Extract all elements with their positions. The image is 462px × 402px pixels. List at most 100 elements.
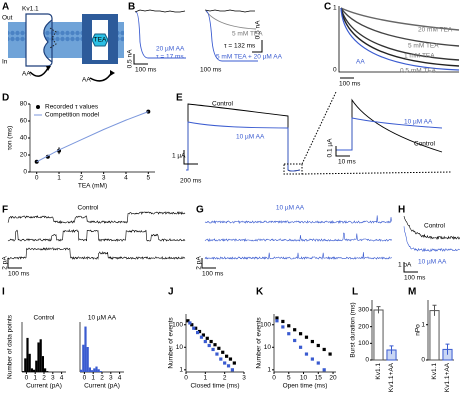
panel-label: A <box>2 2 9 13</box>
y-tick-label: 20 <box>20 152 28 159</box>
x-tick-label: 3 <box>51 375 55 382</box>
trace-label: 0.5 mM TEA <box>400 68 437 75</box>
histogram-bar <box>39 339 42 372</box>
data-point <box>226 364 231 368</box>
scale-bar <box>335 146 350 157</box>
single-channel-panels: F Control 2 pA 100 ms G 10 µM AA 2 pA 10… <box>2 205 447 282</box>
data-point <box>225 354 229 358</box>
data-point <box>207 343 211 348</box>
x-tick-label: 1 <box>33 375 37 382</box>
histogram-bar <box>86 347 89 372</box>
data-point <box>230 368 234 372</box>
panel-label: F <box>2 205 8 216</box>
x-tick-label: 1 <box>91 375 95 382</box>
data-point <box>221 350 225 354</box>
bar <box>373 309 384 361</box>
histogram-bar <box>35 360 38 372</box>
y-axis-label: τon (ms) <box>7 126 14 151</box>
y-tick-label: 300 <box>358 307 369 314</box>
scale-bar <box>403 262 418 273</box>
y-tick-label: 10 <box>264 344 272 351</box>
trace-label: 5 mM TEA <box>408 43 439 50</box>
trace-label: 10 µM AA <box>404 119 433 126</box>
histogram-bar <box>22 371 25 372</box>
data-point <box>281 325 285 329</box>
x-axis-label: Current (pA) <box>84 383 120 390</box>
legend-entry: Recorded τ values <box>45 104 99 111</box>
data-point <box>188 321 192 325</box>
data-point <box>223 361 227 365</box>
side-label: Out <box>2 15 13 22</box>
model-line <box>36 111 149 163</box>
panel-c: C 1 0 20 mM TEA 5 mM TEA 1 mM TEA 0.5 mM… <box>324 2 460 88</box>
data-point <box>209 339 213 344</box>
data-point <box>287 332 291 336</box>
y-tick-label: 100 <box>358 340 369 347</box>
trace-label: Control <box>414 141 436 148</box>
arrowhead <box>46 66 51 71</box>
y-tick-label: 60 <box>20 118 28 125</box>
y-tick-label: 1 <box>421 321 425 328</box>
y-tick-label: 100 <box>260 321 271 328</box>
data-point <box>228 357 233 361</box>
data-point <box>328 352 332 356</box>
data-point <box>203 339 207 344</box>
scale-label: 100 ms <box>202 271 224 278</box>
data-point <box>186 319 190 323</box>
histogram-bar <box>41 356 44 372</box>
panel-a: A Kv1.1 Out In TEA AA AA <box>2 2 124 84</box>
x-tick-label: 3 <box>102 175 106 182</box>
x-tick-label: 20 <box>329 375 337 382</box>
data-point <box>281 319 285 324</box>
trace-label: 5 mM TEA <box>232 31 263 38</box>
histogram-bar <box>97 369 100 372</box>
category-label: Kv1.1 <box>431 363 438 380</box>
bar <box>429 310 440 361</box>
histogram-bar <box>24 358 27 372</box>
panel-label: G <box>196 205 204 216</box>
trace-label: 5 mM TEA + 20 µM AA <box>216 54 283 61</box>
panel-label: E <box>176 93 183 104</box>
single-channel-trace <box>204 215 392 225</box>
y-tick-label: 10 <box>176 344 184 351</box>
data-point <box>275 316 279 320</box>
y-tick-label: 100 <box>172 321 183 328</box>
y-tick-label: 1 <box>179 367 183 374</box>
panel-label: J <box>168 287 174 298</box>
current-trace <box>205 10 258 62</box>
trace-label: 1 mM TEA <box>404 53 435 60</box>
data-point <box>217 346 221 350</box>
scale-bar <box>201 258 216 269</box>
scale-label: 100 ms <box>339 81 361 88</box>
panel-label: L <box>352 287 358 298</box>
category-label: Kv1.1 <box>375 363 382 380</box>
scale-label: 100 ms <box>404 275 426 282</box>
data-point <box>310 339 314 344</box>
histogram-bar <box>44 368 47 372</box>
data-point <box>215 352 219 356</box>
x-tick-label: 2 <box>223 375 227 382</box>
data-point <box>192 326 196 330</box>
data-point <box>316 361 320 365</box>
histogram-bar <box>28 353 31 372</box>
trace-label: 20 µM AA <box>156 46 185 53</box>
data-point <box>213 343 217 347</box>
data-point <box>298 345 303 349</box>
ensemble-trace <box>403 226 460 252</box>
x-tick-label: 1 <box>57 175 61 182</box>
normalized-trace <box>340 7 460 31</box>
single-channel-trace <box>7 210 186 225</box>
normalized-trace <box>340 7 460 47</box>
data-point <box>219 357 223 361</box>
arrow <box>29 67 113 82</box>
x-tick-label: 4 <box>124 175 128 182</box>
y-tick-label: 0 <box>421 357 425 364</box>
y-axis-label: nPo <box>415 324 422 336</box>
normalized-trace <box>340 7 460 67</box>
axis-label: 0 <box>333 67 337 74</box>
normalized-trace <box>340 7 460 71</box>
x-tick-label: 2 <box>80 175 84 182</box>
histogram-bar <box>84 326 87 372</box>
data-point <box>298 332 303 336</box>
legend-key <box>36 105 40 109</box>
